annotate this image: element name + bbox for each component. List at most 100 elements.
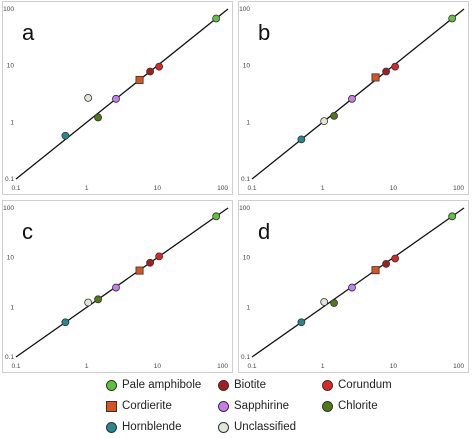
point-biotite bbox=[146, 258, 154, 267]
panel-c: c 0.1 1 10 100 0.1 1 10 100 bbox=[2, 200, 233, 373]
point-hornblende bbox=[297, 318, 306, 327]
point-hornblende bbox=[61, 131, 70, 140]
legend-item-pale-amphibole: Pale amphibole bbox=[106, 379, 201, 391]
point-corundum bbox=[391, 254, 400, 263]
point-biotite bbox=[382, 67, 390, 76]
x-tick-label: 100 bbox=[453, 363, 464, 370]
x-tick-label: 0.1 bbox=[247, 185, 256, 192]
point-biotite bbox=[382, 259, 390, 268]
x-tick-label: 10 bbox=[390, 363, 398, 370]
y-tick-label: 100 bbox=[239, 205, 250, 212]
legend-label: Chlorite bbox=[338, 400, 378, 412]
point-pale-amphibole bbox=[212, 212, 221, 221]
y-tick-label: 1 bbox=[10, 304, 14, 311]
one-to-one-line bbox=[251, 207, 465, 358]
legend-item-hornblende: Hornblende bbox=[106, 421, 181, 433]
legend-item-cordierite: Cordierite bbox=[106, 400, 172, 412]
x-tick-label: 1 bbox=[321, 363, 325, 370]
y-tick-label: 1 bbox=[10, 119, 14, 126]
panel-label: a bbox=[22, 20, 35, 45]
point-sapphirine bbox=[112, 283, 120, 292]
point-corundum bbox=[155, 62, 164, 71]
y-tick-label: 10 bbox=[243, 63, 251, 70]
y-tick-label: 100 bbox=[3, 205, 14, 212]
x-tick-label: 10 bbox=[154, 185, 162, 192]
point-unclassified bbox=[84, 298, 93, 307]
legend-label: Hornblende bbox=[122, 421, 182, 433]
x-tick-label: 1 bbox=[321, 185, 325, 192]
x-tick-label: 100 bbox=[217, 185, 228, 192]
y-tick-label: 10 bbox=[7, 255, 15, 262]
unclassified-marker-icon bbox=[218, 421, 229, 433]
point-chlorite bbox=[94, 113, 102, 122]
legend-label: Unclassified bbox=[234, 421, 296, 433]
legend-item-sapphirine: Sapphirine bbox=[218, 400, 289, 412]
point-unclassified bbox=[320, 298, 329, 306]
panel-b: b 0.1 1 10 100 0.1 1 10 100 bbox=[238, 1, 469, 195]
y-tick-label: 0.1 bbox=[5, 176, 14, 183]
y-tick-label: 10 bbox=[243, 255, 251, 262]
y-tick-label: 0.1 bbox=[5, 354, 14, 361]
legend: Pale amphibole Biotite Corundum Cordieri… bbox=[0, 376, 474, 438]
point-chlorite bbox=[330, 111, 338, 120]
biotite-marker-icon bbox=[218, 379, 229, 391]
x-tick-label: 1 bbox=[85, 185, 89, 192]
panel-label: b bbox=[258, 20, 270, 45]
point-sapphirine bbox=[348, 283, 356, 292]
one-to-one-line bbox=[251, 8, 465, 180]
point-cordierite bbox=[135, 75, 144, 84]
legend-label: Cordierite bbox=[122, 400, 172, 412]
y-tick-label: 0.1 bbox=[241, 176, 250, 183]
y-tick-label: 0.1 bbox=[241, 354, 250, 361]
x-tick-label: 10 bbox=[154, 363, 162, 370]
point-corundum bbox=[391, 62, 400, 71]
point-corundum bbox=[155, 252, 164, 261]
point-cordierite bbox=[371, 73, 380, 82]
legend-item-chlorite: Chlorite bbox=[322, 400, 378, 412]
panel-d: d 0.1 1 10 100 0.1 1 10 100 bbox=[238, 200, 469, 373]
chlorite-marker-icon bbox=[322, 400, 333, 412]
point-unclassified bbox=[84, 93, 93, 102]
x-tick-label: 0.1 bbox=[11, 363, 20, 370]
point-sapphirine bbox=[348, 94, 356, 103]
x-tick-label: 100 bbox=[217, 363, 228, 370]
point-pale-amphibole bbox=[448, 212, 457, 221]
panel-label: c bbox=[22, 219, 33, 244]
legend-item-unclassified: Unclassified bbox=[218, 421, 296, 433]
legend-label: Pale amphibole bbox=[122, 379, 202, 391]
corundum-marker-icon bbox=[322, 379, 333, 391]
cordierite-marker-icon bbox=[106, 400, 117, 412]
legend-label: Corundum bbox=[338, 379, 392, 391]
point-hornblende bbox=[297, 135, 306, 144]
x-tick-label: 100 bbox=[453, 185, 464, 192]
y-tick-label: 100 bbox=[239, 6, 250, 13]
legend-item-biotite: Biotite bbox=[218, 379, 266, 391]
legend-label: Sapphirine bbox=[234, 400, 289, 412]
point-sapphirine bbox=[112, 94, 120, 103]
point-pale-amphibole bbox=[448, 14, 457, 23]
panel-label: d bbox=[258, 219, 270, 244]
y-tick-label: 10 bbox=[7, 63, 15, 70]
point-cordierite bbox=[371, 266, 380, 275]
x-tick-label: 0.1 bbox=[11, 185, 20, 192]
point-pale-amphibole bbox=[212, 14, 221, 23]
legend-item-corundum: Corundum bbox=[322, 379, 392, 391]
x-tick-label: 1 bbox=[85, 363, 89, 370]
sapphirine-marker-icon bbox=[218, 400, 229, 412]
point-chlorite bbox=[94, 295, 102, 304]
panel-a: a 0.1 1 10 100 0.1 1 10 100 bbox=[2, 1, 233, 195]
legend-label: Biotite bbox=[234, 379, 266, 391]
point-hornblende bbox=[61, 318, 70, 327]
x-tick-label: 10 bbox=[390, 185, 398, 192]
one-to-one-line bbox=[15, 207, 229, 358]
point-unclassified bbox=[320, 117, 329, 126]
y-tick-label: 100 bbox=[3, 6, 14, 13]
point-chlorite bbox=[330, 299, 338, 307]
x-tick-label: 0.1 bbox=[247, 363, 256, 370]
y-tick-label: 1 bbox=[246, 304, 250, 311]
point-cordierite bbox=[135, 266, 144, 275]
hornblende-marker-icon bbox=[106, 421, 117, 433]
y-tick-label: 1 bbox=[246, 119, 250, 126]
pale-amphibole-marker-icon bbox=[106, 379, 117, 391]
